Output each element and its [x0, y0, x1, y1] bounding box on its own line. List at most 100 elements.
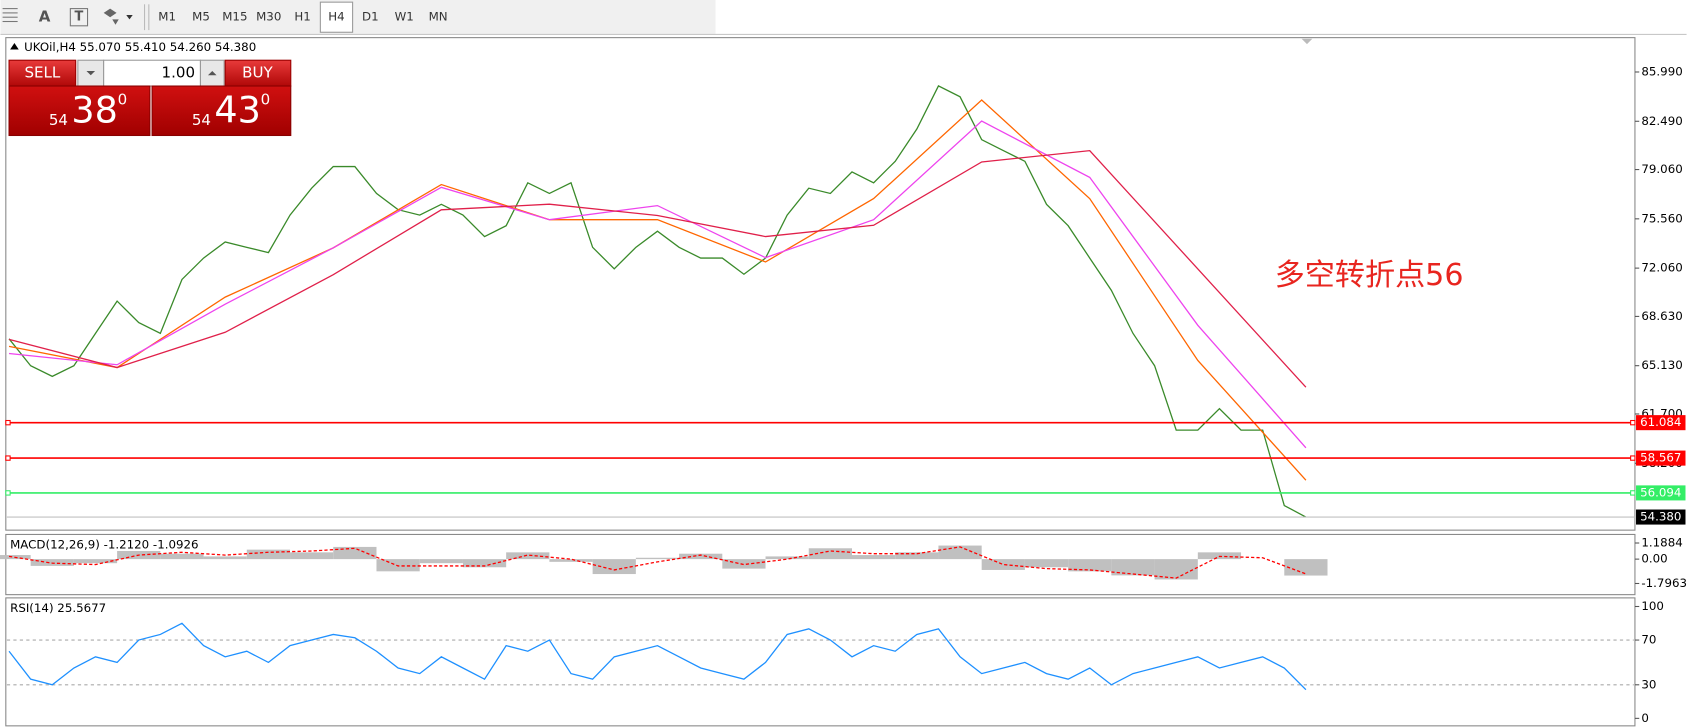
y-tick-label: 79.060 — [1641, 162, 1682, 176]
lot-up-arrow — [207, 70, 217, 76]
y-tick-label: 65.130 — [1641, 358, 1682, 372]
histogram-bar — [808, 548, 852, 560]
histogram-bar — [981, 559, 1025, 570]
symbol-header: UKOil,H4 55.070 55.410 54.260 54.380 — [24, 40, 256, 54]
y-tick-label: 30 — [1641, 677, 1656, 691]
histogram-bar — [549, 559, 593, 562]
ask-sup: 0 — [261, 91, 271, 109]
shift-marker — [1301, 38, 1313, 45]
price-label: 58.567 — [1640, 451, 1681, 465]
timeframe-button[interactable]: MN — [429, 10, 448, 24]
timeframe-button[interactable]: D1 — [362, 10, 379, 24]
ask-big: 54 — [192, 111, 211, 129]
y-tick-label: 100 — [1641, 599, 1664, 613]
rsi-panel — [5, 597, 1636, 727]
histogram-bar — [290, 552, 334, 560]
y-tick-label: 82.490 — [1641, 114, 1682, 128]
line-handle — [5, 490, 11, 496]
plots: 85.990 82.490 79.060 75.560 72.060 68.630 65.1… — [0, 64, 1687, 725]
y-tick-label: 68.630 — [1641, 309, 1682, 323]
one-click-trading: SELL 1.00 BUY 54 38 0 54 43 0 — [8, 59, 292, 137]
series-line — [8, 622, 1307, 691]
lot-value[interactable]: 1.00 — [162, 64, 196, 82]
series-line — [8, 546, 1307, 579]
histogram-bar — [722, 559, 766, 569]
y-tick-label: 70 — [1641, 633, 1656, 647]
timeframe-button[interactable]: H4 — [328, 10, 344, 24]
toolbar: A T M1 M5 M15 M30 H1 H4 D1 W1 MN — [0, 0, 1687, 35]
lot-down-arrow — [86, 70, 96, 76]
annotation: 多空转折点56 — [1275, 258, 1464, 293]
histogram-bar — [160, 553, 204, 560]
timeframe-button[interactable]: M15 — [222, 10, 247, 24]
collapse-arrow[interactable] — [10, 43, 19, 50]
line-handle — [1630, 455, 1636, 461]
last-price-label: 54.380 — [1640, 510, 1681, 524]
histogram-bar — [1111, 559, 1155, 576]
price-label-box — [1636, 450, 1686, 466]
label-tool-box[interactable] — [69, 8, 89, 27]
lot-input[interactable] — [103, 59, 201, 87]
shapes-tool[interactable] — [103, 8, 119, 25]
histogram-bar — [1068, 559, 1112, 572]
line-handle — [1630, 419, 1636, 426]
y-tick-label: 0.00 — [1641, 552, 1667, 566]
buy-label[interactable]: BUY — [242, 64, 273, 82]
histogram-bar — [851, 555, 896, 560]
macd-header: MACD(12,26,9) -1.2120 -1.0926 — [10, 538, 198, 552]
price-label: 56.094 — [1640, 485, 1681, 499]
text-tool[interactable]: A — [39, 8, 51, 26]
timeframes: M1 M5 M15 M30 H1 H4 D1 W1 MN — [158, 1, 448, 33]
bid-big: 54 — [49, 111, 68, 129]
histogram-bar — [419, 559, 463, 564]
histogram-bar — [1024, 559, 1069, 568]
y-tick-label: 0 — [1641, 711, 1649, 725]
bid-box[interactable] — [8, 85, 151, 137]
buy-button[interactable] — [224, 59, 292, 87]
timeframe-button[interactable]: M30 — [256, 10, 281, 24]
sell-button[interactable] — [8, 59, 77, 87]
timeframe-active[interactable] — [319, 1, 354, 33]
rsi-header: RSI(14) 25.5677 — [10, 601, 106, 615]
y-tick-label: 75.560 — [1641, 211, 1682, 225]
timeframe-button[interactable]: M1 — [158, 10, 176, 24]
series-line — [8, 99, 1307, 481]
histogram-bar — [73, 559, 118, 564]
histogram-bar — [895, 552, 939, 560]
histogram-bar — [1284, 559, 1328, 576]
y-tick-label: 72.060 — [1641, 261, 1682, 275]
y-tick-label: -1.7963 — [1641, 576, 1687, 590]
y-tick-label: 85.990 — [1641, 64, 1682, 78]
sell-label[interactable]: SELL — [24, 64, 60, 82]
label-tool[interactable]: T — [75, 10, 84, 25]
y-tick-label: 1.1884 — [1641, 536, 1682, 550]
toolbar-bg — [0, 0, 716, 35]
histogram-bar — [1154, 559, 1198, 580]
histogram-bar — [203, 556, 247, 560]
timeframe-button[interactable]: H1 — [294, 10, 310, 24]
bid-main: 38 — [71, 88, 118, 131]
macd-panel — [5, 533, 1636, 596]
lot-down[interactable] — [77, 59, 105, 87]
series-line — [8, 85, 1307, 518]
price-label-box — [1636, 485, 1686, 501]
histogram-bar — [462, 559, 507, 568]
shapes-dropdown[interactable] — [126, 15, 133, 20]
price-label-box — [1636, 415, 1686, 431]
timeframe-button[interactable]: M5 — [192, 10, 210, 24]
ask-box[interactable] — [151, 85, 292, 137]
line-handle — [5, 419, 11, 426]
histogram-bar — [246, 549, 291, 560]
grid-icon[interactable] — [2, 8, 18, 23]
line-handle — [5, 455, 11, 461]
timeframe-button[interactable]: W1 — [395, 10, 414, 24]
bid-sup: 0 — [118, 91, 128, 109]
line-handle — [1630, 490, 1636, 496]
histogram-bar — [376, 559, 420, 572]
price-label: 61.084 — [1640, 415, 1681, 429]
ask-main: 43 — [214, 88, 261, 131]
series-line — [8, 149, 1307, 388]
histogram-bar — [679, 553, 723, 560]
